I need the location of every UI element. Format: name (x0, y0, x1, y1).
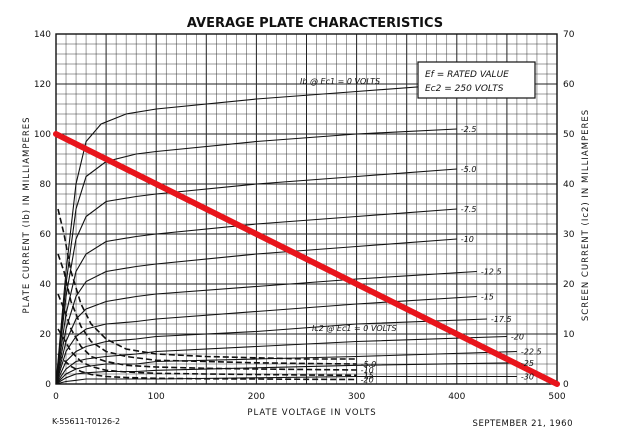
plate-current-curve (55, 318, 487, 385)
plate-curve-label: -5.0 (461, 165, 477, 174)
curve-labels: -2.5 -5.0 -7.5 -10 -12.5 -15 -17.5 -20 -22.5 -25 -… (361, 125, 542, 385)
screen-curve-label: -20 (361, 376, 374, 385)
plate-curve-label: -7.5 (461, 205, 477, 214)
right-y-tick-label: 50 (563, 130, 575, 140)
x-tick-label: 0 (53, 392, 59, 402)
x-axis-ticks: 0 100 200 300 400 500 (53, 392, 566, 402)
screen-curve-label: -10 (361, 366, 374, 375)
chart-title: AVERAGE PLATE CHARACTERISTICS (187, 16, 443, 31)
left-y-tick-label: 80 (40, 180, 52, 190)
screen-current-curve (57, 208, 357, 360)
right-y-tick-label: 60 (563, 80, 575, 90)
plate-curve-label: -25 (521, 359, 534, 368)
left-y-tick-label: 20 (40, 330, 52, 340)
screen-current-curve (57, 293, 357, 371)
plate-current-curve (55, 208, 457, 385)
x-tick-label: 200 (248, 392, 265, 402)
x-tick-label: 100 (148, 392, 165, 402)
plate-curve-label: -10 (461, 235, 474, 244)
conditions-box: Ef = RATED VALUE Ec2 = 250 VOLTS (417, 61, 536, 99)
condition-screen-voltage: Ec2 = 250 VOLTS (425, 84, 504, 94)
x-tick-label: 500 (548, 392, 565, 402)
right-y-tick-label: 70 (563, 30, 575, 40)
left-y-axis-label: PLATE CURRENT (Ib) IN MILLIAMPERES (22, 116, 32, 313)
plate-family-label: Ib @ Ec1 = 0 VOLTS (300, 77, 380, 86)
plate-curve-label: -12.5 (481, 268, 502, 277)
x-tick-label: 300 (348, 392, 365, 402)
plate-current-curve (55, 238, 457, 385)
right-y-axis-ticks: 0 10 20 30 40 50 60 70 (563, 30, 575, 390)
left-y-tick-label: 140 (34, 30, 51, 40)
plate-current-curve (55, 83, 457, 385)
plate-current-curve (55, 128, 457, 385)
plate-curve-label: -20 (511, 333, 524, 342)
condition-filament: Ef = RATED VALUE (425, 70, 509, 80)
plate-current-curve (55, 295, 477, 385)
right-y-axis-label: SCREEN CURRENT (Ic2) IN MILLIAMPERES (581, 109, 591, 321)
footer-date: SEPTEMBER 21, 1960 (473, 419, 573, 429)
right-y-tick-label: 40 (563, 180, 575, 190)
plate-current-curve (55, 168, 457, 385)
right-y-tick-label: 10 (563, 330, 575, 340)
x-axis-label: PLATE VOLTAGE IN VOLTS (247, 408, 376, 418)
screen-curve-label: -15 (361, 371, 374, 380)
left-y-axis-ticks: 0 20 40 60 80 100 120 140 (34, 30, 51, 390)
right-y-tick-label: 20 (563, 280, 575, 290)
plate-curve-label: -22.5 (521, 348, 542, 357)
left-y-tick-label: 40 (40, 280, 52, 290)
screen-current-curve (57, 353, 357, 381)
plot-frame (55, 33, 558, 385)
right-y-tick-label: 30 (563, 230, 575, 240)
load-line (53, 131, 560, 387)
x-tick-label: 400 (448, 392, 465, 402)
left-y-tick-label: 60 (40, 230, 52, 240)
plate-curve-label: -15 (481, 293, 494, 302)
plate-curve-label: -17.5 (491, 315, 512, 324)
plate-curve-label: -30 (521, 373, 534, 382)
screen-current-curve (57, 253, 357, 365)
screen-current-curve (57, 328, 357, 377)
screen-family-label: Ic2 @ Ec1 = 0 VOLTS (312, 324, 397, 333)
plate-curve-label: -2.5 (461, 125, 477, 134)
left-y-tick-label: 100 (34, 130, 51, 140)
left-y-tick-label: 0 (45, 380, 51, 390)
footer-drawing-number: K-55611-T0126-2 (52, 417, 120, 426)
chart-series (55, 83, 517, 385)
left-y-tick-label: 120 (34, 80, 51, 90)
right-y-tick-label: 0 (563, 380, 569, 390)
plate-current-curve (55, 375, 517, 385)
screen-curve-label: -5.0 (361, 360, 377, 369)
